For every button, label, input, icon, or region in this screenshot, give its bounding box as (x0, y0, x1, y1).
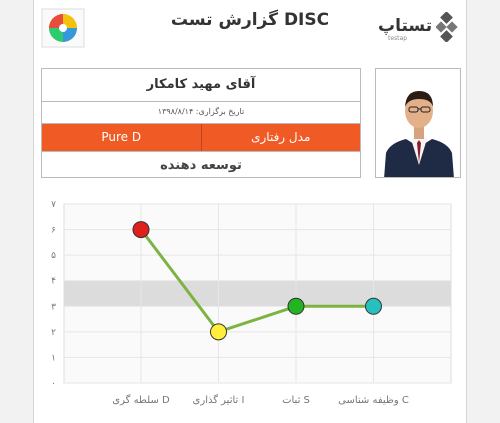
test-date: تاریخ برگزاری: ۱۳۹۸/۸/۱۴ (42, 102, 360, 124)
profile-info-box: آقای مهید کامکار تاریخ برگزاری: ۱۳۹۸/۸/۱… (41, 68, 361, 178)
x-tick-label: تاثیر گذاری I (193, 394, 245, 406)
y-tick-label: ۱ (51, 353, 56, 363)
data-point[interactable] (210, 323, 227, 341)
x-tick-label: ثبات S (282, 395, 310, 406)
data-point[interactable] (365, 297, 382, 315)
data-point[interactable] (132, 221, 150, 239)
behavior-model-value: Pure D (101, 130, 142, 144)
x-tick-label: وظیفه شناسی C (338, 395, 409, 406)
series-line (139, 228, 374, 334)
behavior-model-row: Pure D مدل رفتاری (42, 124, 360, 151)
brand-logo: تستاپ testap (378, 12, 458, 46)
disc-logo-icon (41, 8, 85, 48)
report-sheet: گزارش تست DISC تستاپ testap آقای مهید کا… (33, 0, 467, 423)
profile-photo (375, 68, 461, 178)
person-role: توسعه دهنده (42, 151, 360, 180)
page-title: گزارش تست DISC (170, 10, 330, 30)
behavior-model-label: مدل رفتاری (200, 124, 361, 151)
y-tick-label: ۵ (51, 251, 56, 261)
y-tick-label: ۴ (51, 277, 56, 287)
brand-name: تستاپ (378, 16, 433, 36)
y-tick-label: ۶ (51, 226, 56, 236)
y-tick-label: ۲ (51, 328, 56, 338)
y-tick-label: ۷ (51, 200, 56, 210)
highlight-band (64, 280, 451, 307)
disc-line-chart: ۰ ۱ ۲ ۳ ۴ ۵ ۶ ۷ سلطه گری D تاثیر گذاری I ثبات S وظ… (51, 200, 452, 406)
y-tick-label: ۰ (51, 379, 56, 389)
data-point[interactable] (287, 297, 305, 315)
y-tick-label: ۳ (51, 302, 56, 312)
x-tick-label: سلطه گری D (112, 394, 170, 406)
brand-mark-icon (436, 12, 458, 42)
person-name: آقای مهید کامکار (42, 69, 360, 102)
brand-subtitle: testap (388, 35, 408, 42)
